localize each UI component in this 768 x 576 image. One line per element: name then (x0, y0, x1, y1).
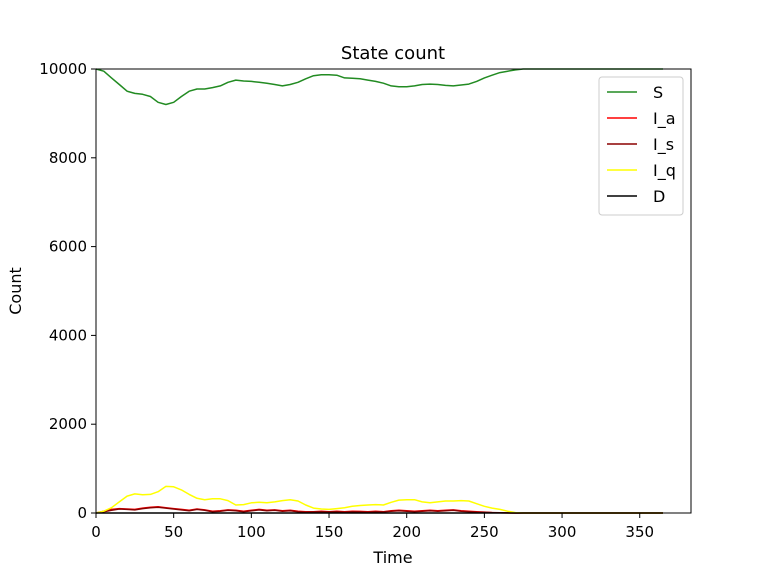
series-line-i-s (95, 506, 663, 514)
plot-frame (95, 68, 692, 514)
y-tick-label: 2000 (49, 415, 87, 433)
legend-label: S (653, 83, 663, 102)
legend-box (598, 76, 684, 216)
plot-area (96, 69, 691, 513)
x-tick-label: 200 (392, 523, 421, 541)
y-tick-label: 10000 (39, 60, 87, 78)
x-tick-label: 50 (164, 523, 183, 541)
x-tick-label: 0 (91, 523, 101, 541)
legend-label: D (653, 187, 665, 206)
legend-label: I_q (653, 161, 676, 181)
legend-label: I_s (653, 135, 674, 155)
y-tick-label: 0 (77, 504, 87, 522)
chart-title: State count (341, 43, 445, 64)
series-line-s (95, 68, 663, 106)
x-axis-label: Time (372, 548, 412, 567)
x-tick-label: 350 (625, 523, 654, 541)
x-tick-label: 250 (470, 523, 499, 541)
y-tick-label: 8000 (49, 149, 87, 167)
x-tick-label: 150 (315, 523, 344, 541)
legend-label: I_a (653, 109, 676, 129)
x-tick-label: 100 (237, 523, 266, 541)
y-axis-label: Count (6, 267, 25, 315)
y-tick-label: 4000 (49, 326, 87, 344)
series-line-i-q (95, 485, 663, 514)
x-tick-label: 300 (548, 523, 577, 541)
axes-layer: 0 50 100 150 200 250 300 350 0 2000 4000 6000 8000 10… (39, 60, 654, 541)
y-tick-label: 6000 (49, 238, 87, 256)
legend: S I_a I_s I_q D (598, 76, 684, 216)
